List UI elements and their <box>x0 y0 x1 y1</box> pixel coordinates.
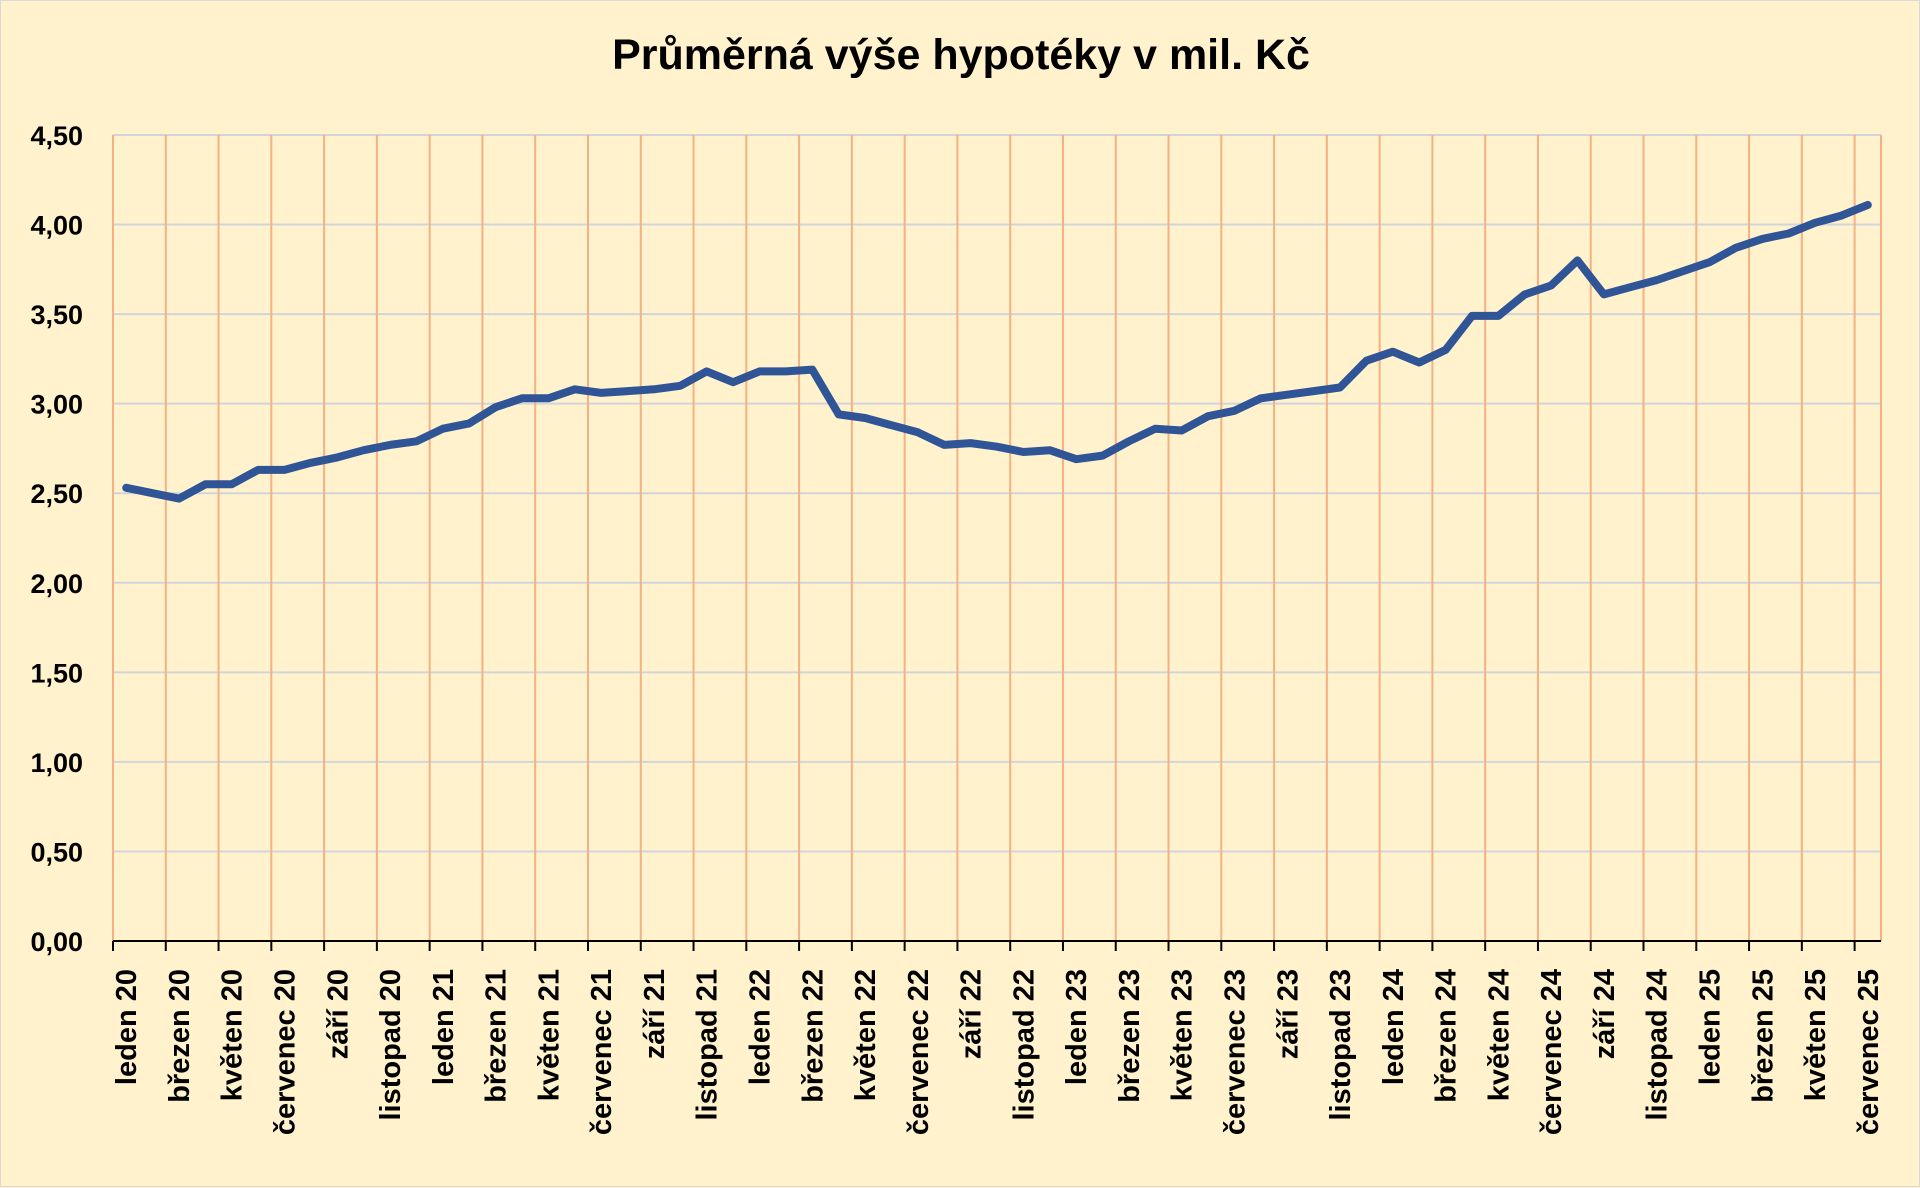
x-tick-label: červenec 20 <box>270 969 302 1135</box>
x-tick-label: leden 25 <box>1694 969 1726 1085</box>
x-tick-label: březen 20 <box>164 969 196 1103</box>
y-tick-label: 3,50 <box>30 300 83 330</box>
x-tick-label: březen 21 <box>481 969 513 1103</box>
x-tick-label: červenec 25 <box>1853 969 1885 1135</box>
x-tick-label: leden 22 <box>745 969 777 1085</box>
y-tick-label: 2,50 <box>30 479 83 509</box>
y-tick-label: 4,50 <box>30 121 83 151</box>
x-tick-label: září 22 <box>956 969 988 1059</box>
x-tick-label: leden 23 <box>1061 969 1093 1085</box>
y-tick-label: 0,50 <box>30 837 83 867</box>
x-tick-label: září 23 <box>1272 969 1304 1059</box>
y-tick-label: 2,00 <box>30 569 83 599</box>
x-tick-label: listopad 21 <box>692 969 724 1121</box>
x-tick-label: březen 25 <box>1747 969 1779 1103</box>
x-tick-label: květen 21 <box>533 969 565 1101</box>
x-tick-label: listopad 22 <box>1008 969 1040 1121</box>
y-tick-label: 1,00 <box>30 748 83 778</box>
x-tick-label: březen 23 <box>1114 969 1146 1103</box>
x-tick-label: listopad 24 <box>1642 969 1674 1121</box>
x-tick-label: květen 24 <box>1483 969 1515 1101</box>
x-tick-label: leden 24 <box>1378 969 1410 1085</box>
x-tick-label: září 24 <box>1589 969 1621 1059</box>
series-line <box>122 200 1872 503</box>
y-tick-label: 4,00 <box>30 211 83 241</box>
x-tick-label: březen 24 <box>1431 969 1463 1103</box>
x-tick-label: leden 20 <box>111 969 143 1085</box>
x-tick-label: květen 23 <box>1167 969 1199 1101</box>
x-tick-label: květen 22 <box>850 969 882 1101</box>
y-tick-label: 1,50 <box>30 658 83 688</box>
y-tick-label: 0,00 <box>30 927 83 957</box>
x-tick-label: červenec 24 <box>1536 969 1568 1135</box>
x-tick-label: květen 25 <box>1800 969 1832 1101</box>
x-tick-label: září 21 <box>639 969 671 1059</box>
chart-title: Průměrná výše hypotéky v mil. Kč <box>612 31 1310 79</box>
x-tick-label: červenec 22 <box>903 969 935 1135</box>
x-tick-label: září 20 <box>322 969 354 1059</box>
x-tick-label: červenec 23 <box>1219 969 1251 1135</box>
x-tick-label: květen 20 <box>217 969 249 1101</box>
x-tick-label: leden 21 <box>428 969 460 1085</box>
x-tick-label: listopad 23 <box>1325 969 1357 1121</box>
x-tick-label: listopad 20 <box>375 969 407 1121</box>
y-tick-label: 3,00 <box>30 390 83 420</box>
x-tick-label: březen 22 <box>797 969 829 1103</box>
x-tick-label: červenec 21 <box>586 969 618 1135</box>
